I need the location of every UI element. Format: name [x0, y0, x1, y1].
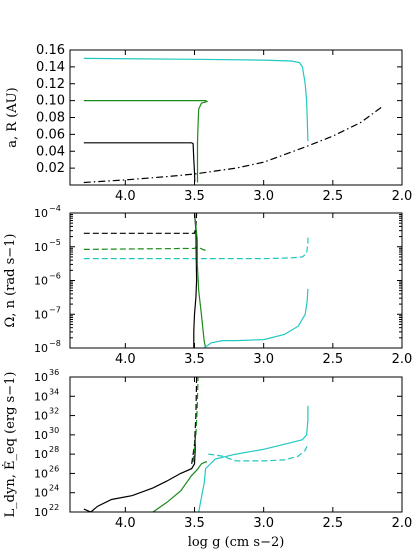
y-tick-label: 10 [34, 410, 48, 423]
y-tick-exponent: −6 [49, 272, 61, 281]
y-tick-label: 0.02 [36, 161, 65, 176]
y-tick-label: 0.08 [36, 111, 65, 126]
axes-frame [69, 49, 403, 186]
x-tick-label: 2.5 [322, 189, 343, 204]
y-tick-exponent: 24 [49, 484, 59, 493]
y-tick-label: 10 [34, 429, 48, 442]
x-tick-label: 3.5 [184, 516, 205, 531]
x-tick-label: 2.5 [322, 352, 343, 367]
series-green-dashed-line [83, 246, 207, 251]
y-tick-exponent: 28 [49, 445, 59, 454]
series-black-solid-line [83, 434, 196, 512]
series-group [83, 57, 382, 184]
x-tick-label: 3.5 [184, 352, 205, 367]
y-tick-exponent: 36 [49, 368, 59, 377]
series-green-solid-line [193, 213, 207, 348]
y-tick-exponent: 22 [49, 503, 59, 512]
y-tick-exponent: −7 [49, 305, 61, 314]
x-tick-label: 2.0 [392, 352, 413, 367]
y-tick-exponent: −8 [49, 339, 61, 348]
x-tick-label: 2.5 [322, 516, 343, 531]
y-tick-label: 10 [34, 207, 48, 220]
series-cyan-dashed-line [208, 444, 309, 462]
y-tick-label: 10 [34, 448, 48, 461]
y-tick-label: 0.12 [36, 77, 65, 92]
y-tick-exponent: −5 [49, 238, 61, 247]
panel-top: 4.0 3.5 3.0 2.5 2.0 0.02 0.04 0.060.08 0.10 0.12 0… [5, 43, 412, 204]
y-tick-label: 10 [34, 390, 48, 403]
x-tick-label: 3.0 [253, 516, 274, 531]
series-group [83, 377, 309, 512]
y-tick-label: 10 [34, 487, 48, 500]
y-tick-label: 0.10 [36, 94, 65, 109]
y-tick-label: 0.06 [36, 127, 65, 142]
panel-middle: 4.0 3.5 3.0 2.5 2.010−810−710−610−510 −4Ω, n … [3, 204, 412, 367]
series-black-solid-line [83, 142, 196, 182]
x-axis-label: log g (cm s−2) [188, 535, 285, 550]
series-cyan-solid-line [83, 57, 309, 142]
x-tick-label: 3.0 [253, 189, 274, 204]
x-tick-label: 4.0 [115, 352, 136, 367]
y-tick-label: 10 [34, 308, 48, 321]
series-green-solid-line [83, 100, 209, 183]
series-group [83, 213, 309, 348]
series-cyan-solid-line [203, 288, 309, 348]
y-tick-label: 0.16 [36, 43, 65, 58]
series-black-dashed-line [191, 377, 198, 464]
y-tick-exponent: −4 [49, 204, 61, 213]
y-axis-label: Ω, n (rad s−1) [3, 234, 18, 328]
x-tick-label: 2.0 [392, 516, 413, 531]
y-tick-exponent: 34 [49, 387, 59, 396]
y-tick-label: 10 [34, 241, 48, 254]
series-cyan-dashed-line [83, 236, 309, 260]
y-axis-label: a, R (AU) [5, 87, 20, 147]
x-tick-label: 3.0 [253, 352, 274, 367]
y-tick-label: 10 [34, 371, 48, 384]
x-tick-label: 3.5 [184, 189, 205, 204]
y-tick-label: 10 [34, 467, 48, 480]
series-black-solid-line [193, 213, 198, 348]
y-tick-label: 10 [34, 275, 48, 288]
x-tick-label: 4.0 [115, 189, 136, 204]
y-tick-label: 10 [34, 342, 48, 355]
y-tick-exponent: 30 [49, 426, 59, 435]
y-tick-label: 10 [34, 506, 48, 519]
series-cyan-solid-line [198, 405, 309, 512]
y-axis-label: L_dyn, Ė_eq (erg s−1) [1, 372, 18, 518]
series-green-dashed-line [192, 377, 199, 462]
y-tick-exponent: 26 [49, 464, 59, 473]
x-tick-label: 4.0 [115, 516, 136, 531]
y-tick-exponent: 32 [49, 407, 59, 416]
y-tick-label: 0.14 [36, 60, 65, 75]
x-tick-label: 2.0 [392, 189, 413, 204]
series-green-solid-line [152, 461, 207, 512]
series-black-dashdot-line [83, 106, 382, 184]
y-tick-label: 0.04 [36, 144, 65, 159]
series-black-dashed-line [83, 213, 198, 234]
axes-frame [69, 376, 403, 513]
